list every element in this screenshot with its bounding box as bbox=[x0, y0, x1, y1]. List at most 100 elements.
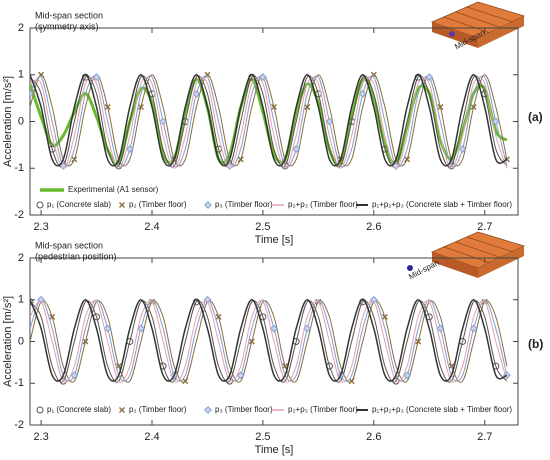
marker-diamond bbox=[159, 117, 167, 126]
series-line bbox=[30, 298, 508, 382]
x-tick-label: 2.3 bbox=[33, 431, 48, 443]
marker-diamond bbox=[59, 162, 68, 170]
legend-marker bbox=[204, 201, 212, 209]
marker-diamond bbox=[458, 145, 467, 153]
annotation: Mid-span section bbox=[35, 240, 103, 250]
marker-diamond bbox=[403, 371, 411, 380]
legend-marker bbox=[119, 407, 125, 413]
x-tick-label: 2.3 bbox=[33, 221, 48, 233]
marker-diamond bbox=[92, 73, 101, 81]
marker-diamond bbox=[125, 145, 134, 153]
x-tick-label: 2.5 bbox=[255, 221, 270, 233]
marker-diamond bbox=[392, 162, 400, 170]
marker-diamond bbox=[203, 295, 212, 304]
legend-label: p₁+p₂+p₃ (Concrete slab + Timber floor) bbox=[372, 405, 512, 414]
y-tick-label: 0 bbox=[18, 335, 24, 347]
marker-x bbox=[104, 104, 111, 111]
marker-diamond bbox=[469, 324, 478, 333]
panel-label: (b) bbox=[528, 337, 543, 351]
y-tick-label: 1 bbox=[18, 69, 24, 81]
series-line bbox=[30, 299, 508, 382]
marker-x bbox=[470, 104, 477, 111]
x-axis-label: Time [s] bbox=[255, 444, 294, 456]
marker-x bbox=[415, 338, 422, 345]
series-line bbox=[30, 300, 508, 383]
marker-diamond bbox=[425, 73, 434, 81]
marker-circle bbox=[447, 162, 455, 170]
marker-circle bbox=[281, 162, 289, 170]
marker-diamond bbox=[491, 117, 500, 126]
plot-area bbox=[30, 295, 511, 385]
x-tick-label: 2.4 bbox=[144, 431, 159, 443]
marker-x bbox=[348, 378, 355, 385]
series-line bbox=[30, 75, 508, 168]
legend-label: p₁ (Concrete slab) bbox=[47, 200, 111, 209]
legend-label: p₃ (Timber floor) bbox=[215, 405, 273, 414]
marker-diamond bbox=[259, 73, 267, 81]
legend-marker bbox=[36, 406, 44, 414]
chart-panel: -2 -1 0 1 2 2.3 2.4 2.5 2.6 2.7 Time [s] Accelerati… bbox=[2, 240, 543, 456]
y-tick-label: -2 bbox=[14, 209, 24, 221]
marker-x bbox=[215, 313, 222, 320]
y-tick-label: 1 bbox=[18, 294, 24, 306]
marker-diamond bbox=[369, 295, 378, 304]
marker-x bbox=[271, 104, 277, 111]
marker-circle bbox=[59, 377, 67, 385]
marker-x bbox=[381, 313, 388, 320]
x-tick-label: 2.6 bbox=[366, 431, 381, 443]
x-tick-label: 2.4 bbox=[144, 221, 159, 233]
marker-x bbox=[71, 156, 78, 163]
legend-label: p₂ (Timber floor) bbox=[129, 200, 187, 209]
inset-label: Mid-span bbox=[407, 258, 440, 281]
annotation: (symmetry axis) bbox=[35, 21, 99, 31]
marker-diamond bbox=[270, 324, 278, 333]
y-tick-label: -1 bbox=[14, 377, 24, 389]
legend-label: p₃ (Timber floor) bbox=[215, 200, 273, 209]
y-tick-label: 0 bbox=[18, 115, 24, 127]
legend-marker bbox=[119, 202, 125, 208]
panel-label: (a) bbox=[528, 110, 543, 124]
marker-diamond bbox=[436, 324, 445, 333]
slab-illustration-a bbox=[430, 1, 526, 48]
y-axis-label: Acceleration [m/s²] bbox=[2, 76, 14, 167]
marker-diamond bbox=[103, 324, 112, 333]
annotation: (pedestrian position) bbox=[35, 251, 117, 261]
legend-label: Experimental (A1 sensor) bbox=[68, 185, 159, 194]
marker-x bbox=[237, 156, 244, 163]
marker-x bbox=[182, 378, 189, 385]
marker-circle bbox=[115, 162, 123, 170]
series-line bbox=[30, 300, 508, 383]
marker-x bbox=[437, 104, 444, 111]
y-axis-label: Acceleration [m/s²] bbox=[2, 296, 14, 387]
legend-marker bbox=[36, 201, 44, 209]
x-tick-label: 2.6 bbox=[366, 221, 381, 233]
legend-label: p₂+p₃ (Timber floor) bbox=[288, 200, 358, 209]
marker-circle bbox=[392, 377, 400, 385]
marker-x bbox=[82, 338, 89, 345]
legend-marker bbox=[204, 406, 212, 414]
marker-diamond bbox=[137, 324, 145, 333]
marker-diamond bbox=[236, 371, 245, 380]
slab-illustration-b bbox=[407, 231, 526, 278]
y-tick-label: 2 bbox=[18, 252, 24, 264]
marker-x bbox=[137, 104, 144, 111]
marker-circle bbox=[30, 298, 34, 306]
marker-diamond bbox=[292, 145, 301, 153]
y-tick-label: 2 bbox=[18, 22, 24, 34]
series-line bbox=[30, 76, 508, 169]
marker-diamond bbox=[70, 371, 79, 380]
plot-area bbox=[30, 71, 510, 170]
annotation: Mid-span section bbox=[35, 10, 103, 20]
y-tick-label: -2 bbox=[14, 419, 24, 431]
marker-diamond bbox=[30, 90, 34, 98]
y-tick-label: -1 bbox=[14, 162, 24, 174]
marker-x bbox=[49, 313, 56, 320]
legend-label: p₁ (Concrete slab) bbox=[47, 405, 111, 414]
legend-label: p₂ (Timber floor) bbox=[129, 405, 187, 414]
chart-panel: -2 -1 0 1 2 2.3 2.4 2.5 2.6 2.7 Time [s] Accelerati… bbox=[2, 10, 543, 246]
marker-x bbox=[404, 156, 411, 163]
marker-diamond bbox=[37, 295, 45, 304]
series-line bbox=[30, 73, 508, 167]
legend-label: p₁+p₂+p₃ (Concrete slab + Timber floor) bbox=[372, 200, 512, 209]
